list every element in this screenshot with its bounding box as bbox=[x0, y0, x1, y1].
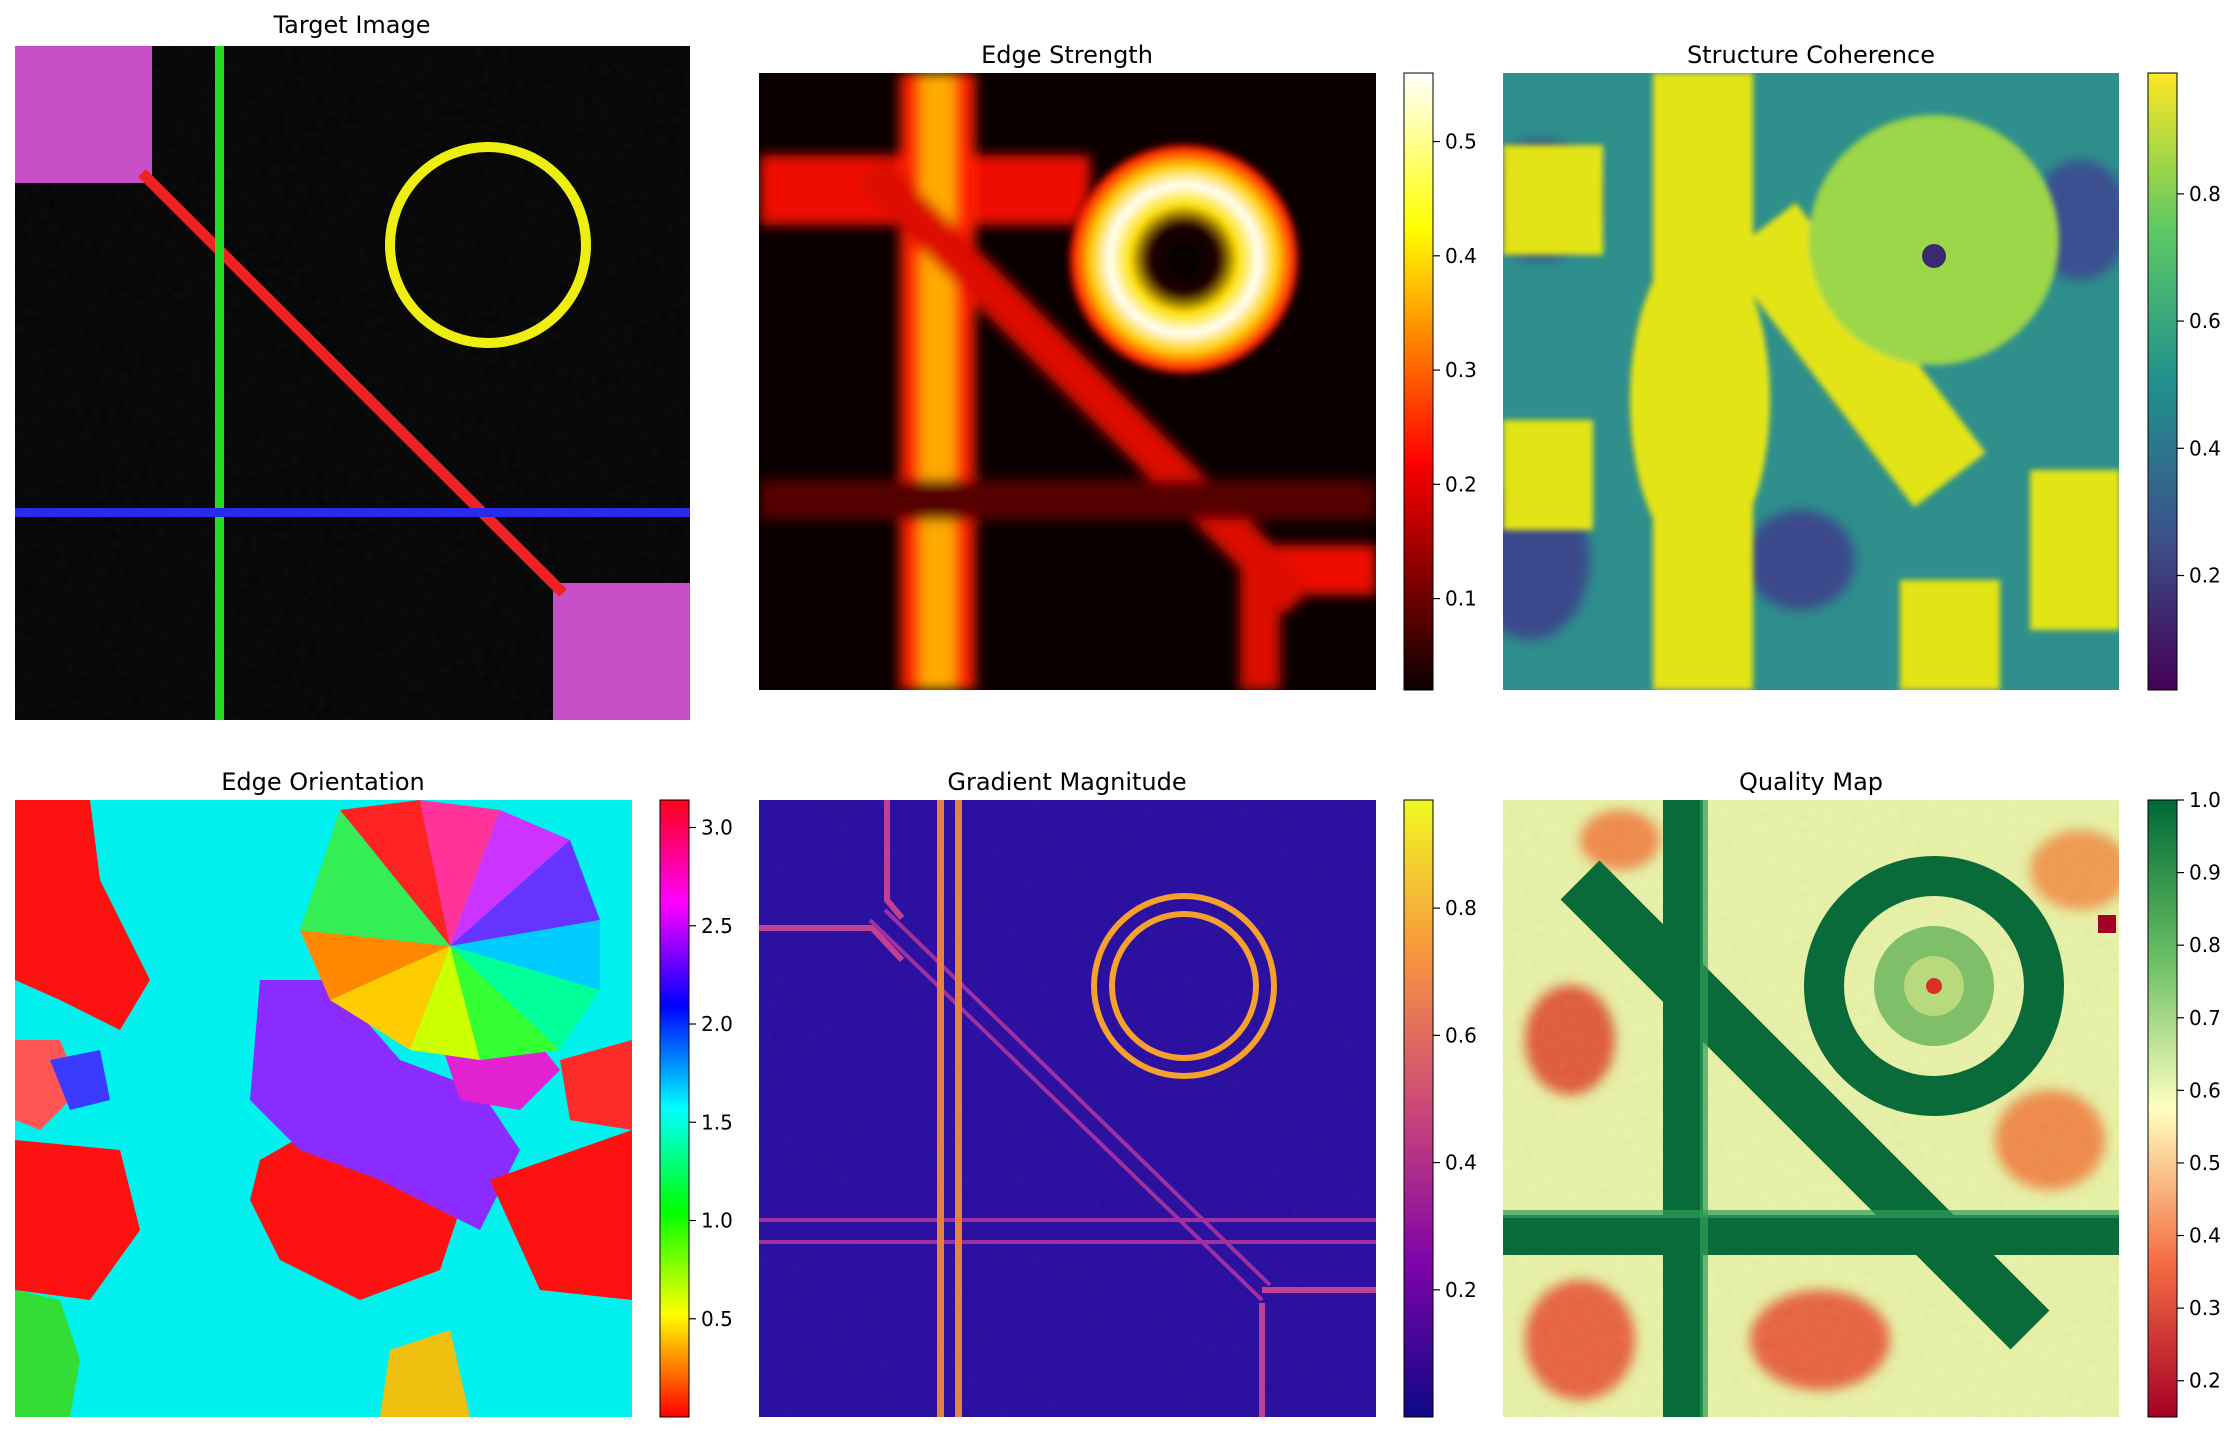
panel-title: Structure Coherence bbox=[1687, 41, 1935, 69]
colorbar: 0.5 1.0 1.5 2.0 2.5 3.0 bbox=[659, 799, 733, 1418]
blue-horizontal-line bbox=[15, 508, 690, 517]
colorbar-tick-label: 0.2 bbox=[1445, 472, 1477, 496]
colorbar-tick-label: 0.8 bbox=[1445, 896, 1477, 920]
colorbar-tick-label: 0.6 bbox=[2189, 309, 2221, 333]
colorbar-tick-label: 0.4 bbox=[2189, 436, 2221, 460]
colorbar-tick-label: 0.4 bbox=[1445, 244, 1477, 268]
panel-structure-coherence: Structure Coherence 0. bbox=[1503, 41, 2221, 691]
colorbar-tick-label: 0.8 bbox=[2189, 182, 2221, 206]
colorbar-tick-label: 0.4 bbox=[2189, 1224, 2221, 1248]
colorbar-tick-label: 0.2 bbox=[2189, 1369, 2221, 1393]
panel-target-image: Target Image bbox=[15, 11, 690, 720]
heatmap-image bbox=[1503, 73, 2119, 690]
colorbar-tick-label: 2.0 bbox=[701, 1012, 733, 1036]
colorbar-tick-label: 1.0 bbox=[701, 1209, 733, 1233]
heatmap-image bbox=[759, 73, 1376, 690]
magenta-square-top-left bbox=[15, 46, 152, 183]
panel-title: Target Image bbox=[272, 11, 430, 39]
ring-glow bbox=[1064, 139, 1304, 379]
panel-title: Edge Orientation bbox=[221, 768, 425, 796]
colorbar-tick-label: 0.5 bbox=[2189, 1151, 2221, 1175]
colorbar-tick-label: 0.7 bbox=[2189, 1006, 2221, 1030]
panel-title: Quality Map bbox=[1739, 768, 1883, 796]
heatmap-image bbox=[759, 800, 1376, 1417]
panel-edge-strength: Edge Strength 0.1 0.2 0.3 0.4 0.5 bbox=[759, 41, 1477, 691]
colorbar-tick-label: 0.8 bbox=[2189, 933, 2221, 957]
colorbar-tick-label: 0.1 bbox=[1445, 587, 1477, 611]
panel-edge-orientation: Edge Orientation bbox=[15, 768, 733, 1418]
orientation-pinwheel bbox=[300, 800, 600, 1060]
red-diagonal-line bbox=[138, 169, 567, 597]
coherence-center-dot bbox=[1922, 244, 1946, 268]
colorbar-tick-label: 3.0 bbox=[701, 816, 733, 840]
colorbar-tick-label: 0.6 bbox=[2189, 1078, 2221, 1102]
colorbar: 0.2 0.4 0.6 0.8 bbox=[1403, 799, 1477, 1418]
heatmap-image bbox=[15, 46, 690, 720]
colorbar: 0.2 0.3 0.4 0.5 0.6 0.7 0.8 0.9 1.0 bbox=[2147, 788, 2221, 1418]
magenta-square-bottom-right bbox=[553, 583, 690, 720]
colorbar-tick-label: 2.5 bbox=[701, 914, 733, 938]
colorbar-tick-label: 1.5 bbox=[701, 1110, 733, 1134]
colorbar-tick-label: 1.0 bbox=[2189, 788, 2221, 812]
panel-title: Edge Strength bbox=[981, 41, 1153, 69]
colorbar-tick-label: 0.6 bbox=[1445, 1023, 1477, 1047]
yellow-ring bbox=[385, 142, 591, 348]
colorbar-tick-label: 0.4 bbox=[1445, 1151, 1477, 1175]
colorbar: 0.2 0.4 0.6 0.8 bbox=[2147, 72, 2221, 691]
colorbar-tick-label: 0.5 bbox=[1445, 130, 1477, 154]
colorbar-tick-label: 0.2 bbox=[2189, 564, 2221, 588]
colorbar-tick-label: 0.3 bbox=[2189, 1296, 2221, 1320]
colorbar-tick-label: 0.5 bbox=[701, 1307, 733, 1331]
colorbar-tick-label: 0.9 bbox=[2189, 861, 2221, 885]
colorbar: 0.1 0.2 0.3 0.4 0.5 bbox=[1403, 72, 1477, 691]
panel-gradient-magnitude: Gradient Magnitude bbox=[759, 768, 1477, 1418]
panel-title: Gradient Magnitude bbox=[947, 768, 1186, 796]
panel-quality-map: Quality Map bbox=[1503, 768, 2221, 1418]
colorbar-tick-label: 0.3 bbox=[1445, 358, 1477, 382]
green-vertical-line bbox=[215, 46, 224, 720]
heatmap-image bbox=[1503, 800, 2119, 1417]
heatmap-image bbox=[15, 800, 632, 1417]
colorbar-tick-label: 0.2 bbox=[1445, 1278, 1477, 1302]
